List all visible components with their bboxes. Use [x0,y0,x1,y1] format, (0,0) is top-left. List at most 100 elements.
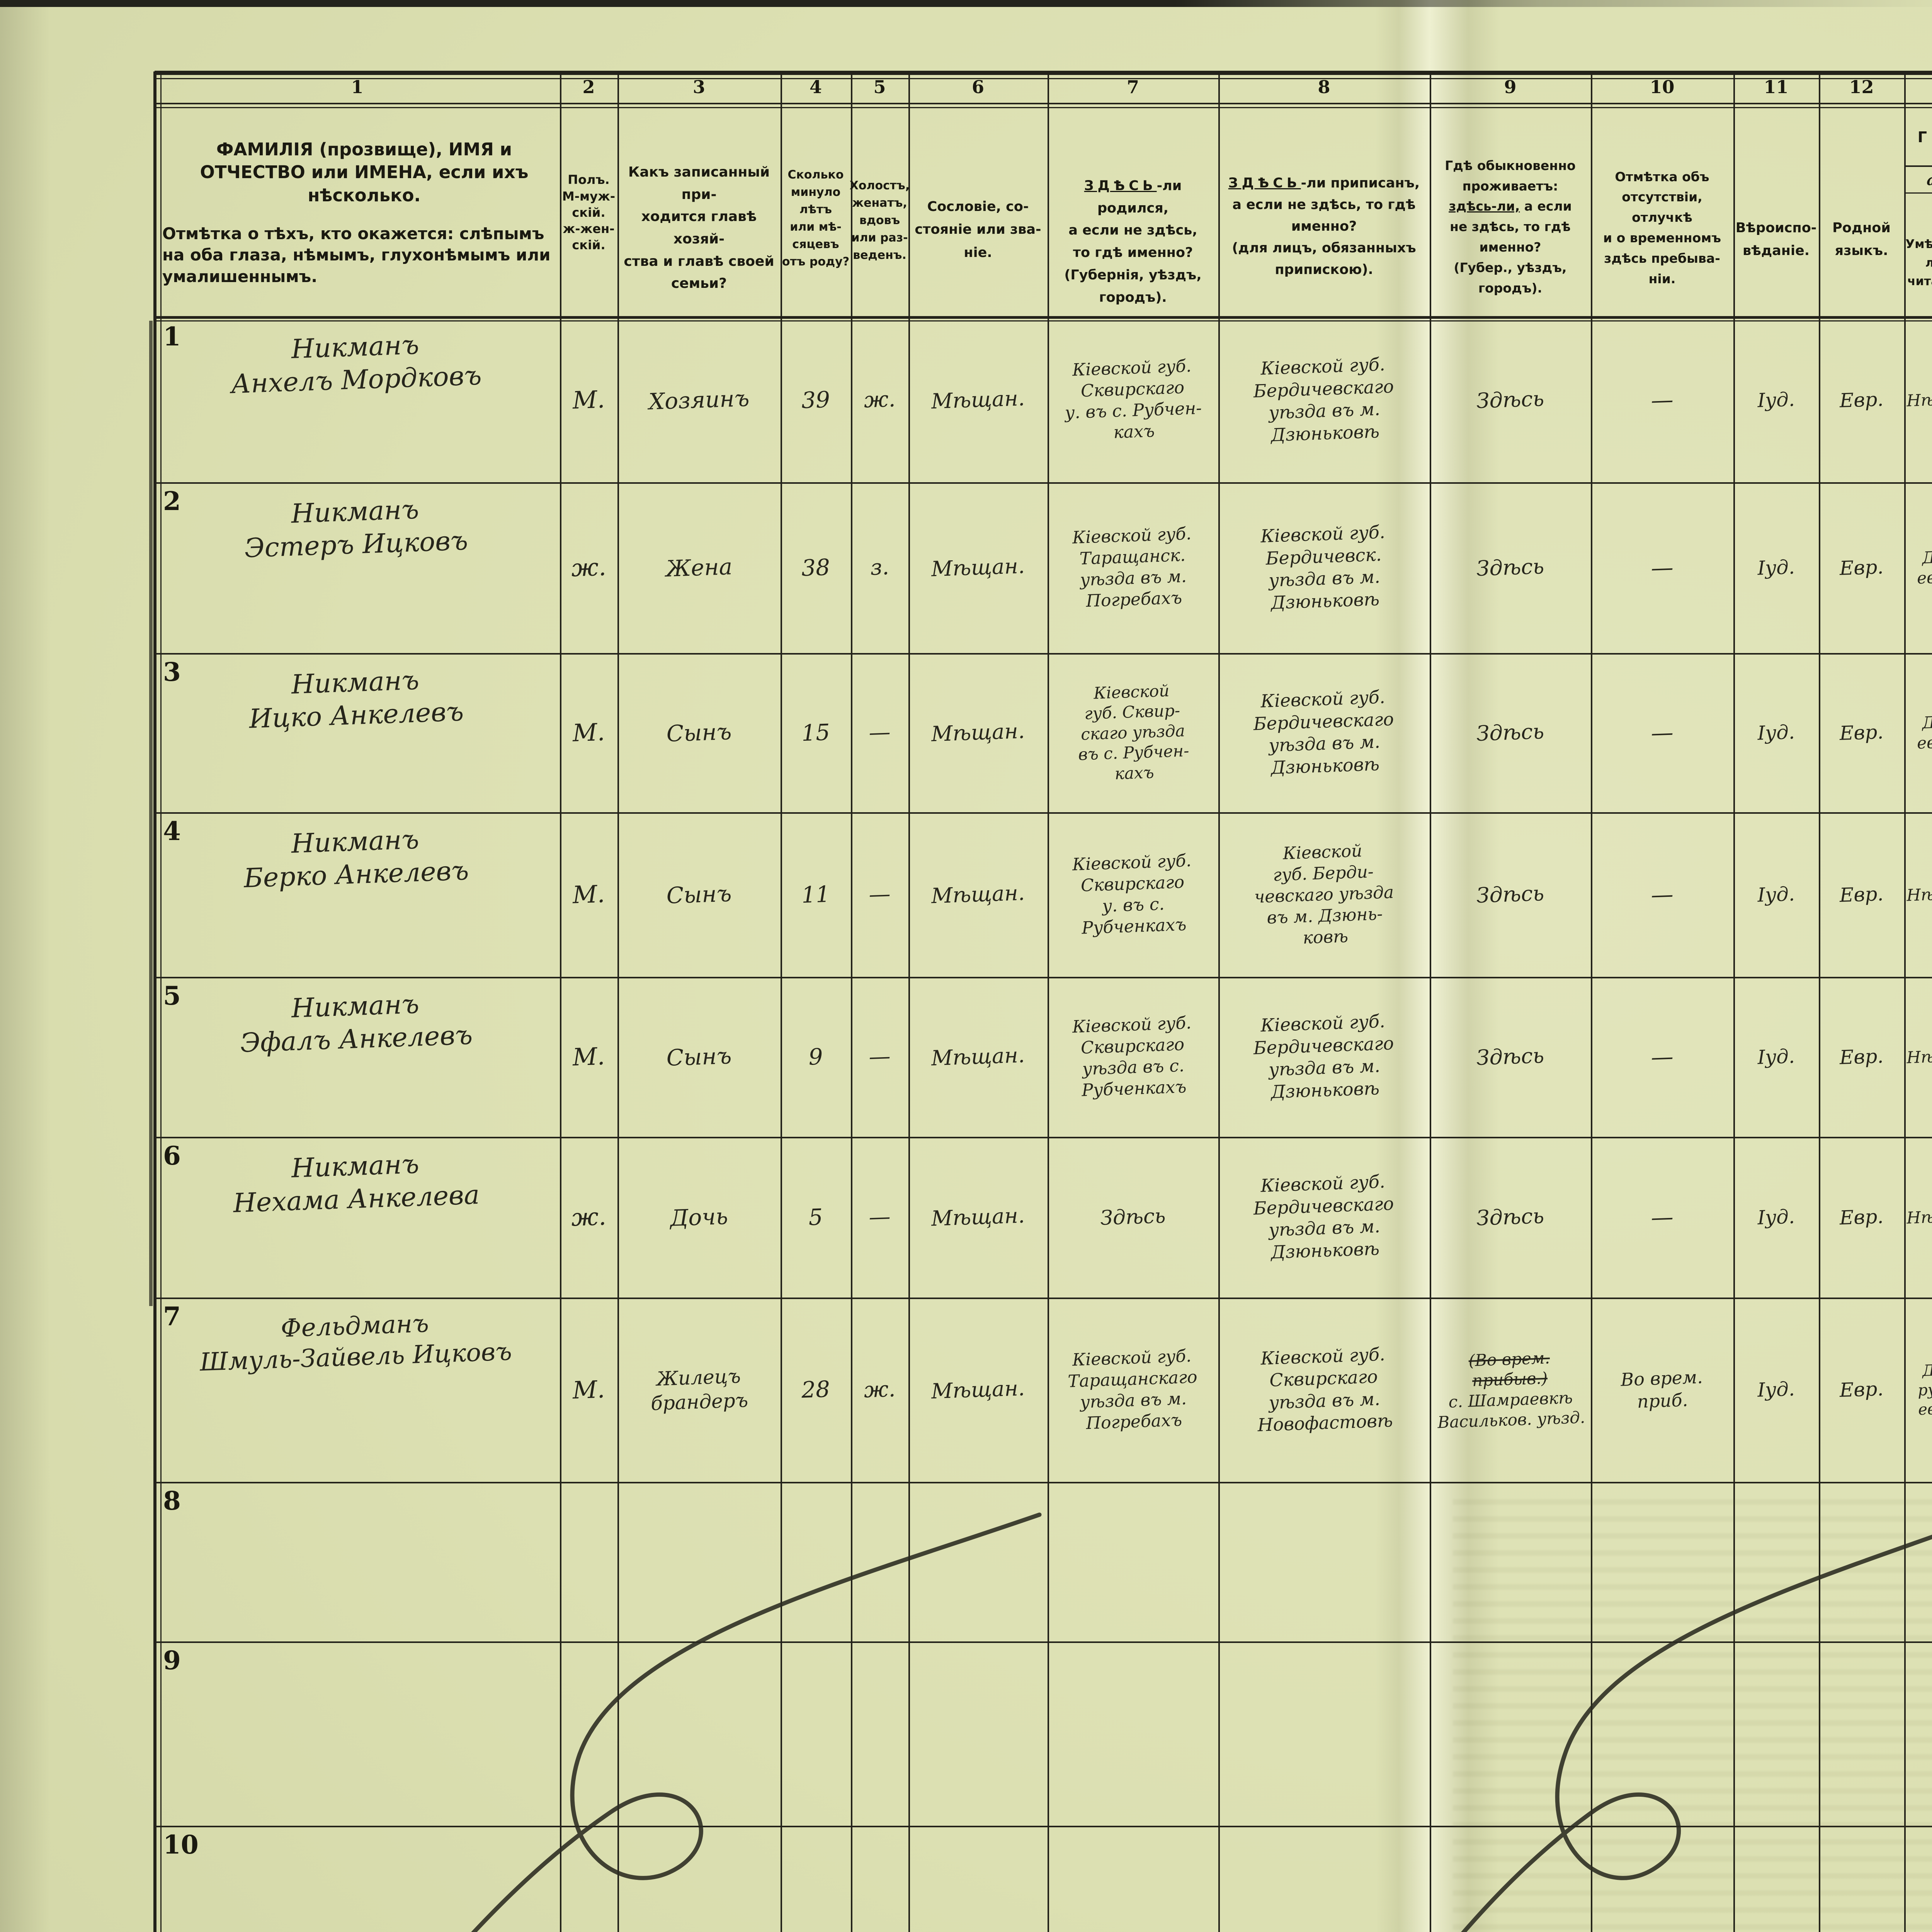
grid-line [155,1826,1932,1827]
residence-struck-note: (Во врем. прибыв.) [1468,1348,1550,1390]
header-col13a-label: а. [1905,168,1932,192]
column-number-1: 1 [351,76,364,97]
grid-line [908,71,910,1932]
cell-age: 28 [801,1376,831,1403]
header-col1: ФАМИЛІЯ (прозвище), ИМЯ и ОТЧЕСТВО или И… [155,116,573,309]
cell-sex: М. [572,385,605,415]
cell-marital: ж. [863,386,896,413]
grid-line [153,71,156,1932]
column-number-6: 6 [971,76,984,97]
header-col8: ЗДѢСЬ-ли приписанъ, а если не здѣсь, то … [1219,151,1429,311]
row-number: 2 [163,486,181,516]
row-number: 7 [163,1301,181,1332]
header-col7-keyword: ЗДѢСЬ [1084,178,1157,194]
header-col8-keyword: ЗДѢСЬ [1228,175,1301,191]
grid-line [155,316,1932,319]
cell-religion: Іуд. [1757,1045,1795,1069]
cell-residence: Здѣсь [1476,554,1545,581]
grid-line [1905,192,1932,194]
header-col6: Сословіе, со- стояніе или зва- ніе. [915,199,1041,260]
cell-estate: Мѣщан. [930,1043,1025,1071]
cell-language: Евр. [1839,720,1884,745]
cell-estate: Мѣщан. [930,1376,1025,1403]
cell-registration: Кіевской губ. Бердичевскаго уѣзда въ м. … [1253,354,1395,446]
cell-language: Евр. [1839,882,1884,906]
column-number-3: 3 [692,76,705,97]
cell-registration: Кіевской губ. Бердичевск. уѣзда въ м. Дз… [1260,521,1386,613]
cell-religion: Іуд. [1757,556,1795,580]
cell-marital: — [868,719,891,745]
row-number: 10 [163,1830,199,1860]
grid-line [1218,71,1220,1932]
cell-birthplace: Здѣсь [1100,1204,1166,1230]
cell-residence: Здѣсь [1476,1204,1545,1231]
cell-birthplace: Кіевской губ. Сквир- скаго уѣзда въ с. Р… [1078,681,1190,783]
header-col5: Холостъ, женатъ, вдовъ или раз- веденъ. [849,179,910,262]
cell-absence: — [1650,386,1674,413]
grid-line [155,1137,1932,1138]
row-number: 6 [163,1141,181,1171]
cell-estate: Мѣщан. [930,1203,1025,1231]
cell-sex: М. [572,1042,605,1071]
column-number-7: 7 [1126,76,1139,97]
row-number: 4 [163,816,181,846]
cell-religion: Іуд. [1757,1205,1795,1229]
column-number-11: 11 [1764,76,1789,97]
cell-marital: ж. [863,1376,896,1403]
cell-registration: Кіевской губ. Берди- чевскаго уѣзда въ м… [1254,840,1394,948]
grid-line [1819,71,1820,1932]
grid-line [1904,71,1906,1932]
cell-relation: Дочь [669,1203,728,1231]
cell-marital: — [868,881,891,907]
column-number-10: 10 [1650,76,1675,97]
cell-marital: — [868,1044,891,1070]
column-number-4: 4 [809,76,822,97]
cell-registration: Кіевской губ. Бердичевскаго уѣзда въ м. … [1253,1010,1395,1102]
grid-line [1905,165,1932,167]
cell-estate: Мѣщан. [930,554,1025,582]
cell-name: Никманъ Эстеръ Ицковъ [244,494,469,564]
cell-absence: — [1650,554,1674,581]
header-col2: Полъ. М-муж- скій. ж-жен- скій. [562,172,616,253]
column-number-12: 12 [1849,76,1874,97]
cell-name: Никманъ Эфалъ Анкелевъ [240,989,473,1059]
residence-place: с. Шамраевкѣ Васильков. уѣзд. [1437,1388,1585,1432]
cell-religion: Іуд. [1757,1378,1795,1401]
grid-line [155,1482,1932,1483]
cell-birthplace: Кіевской губ. Сквирскаго у. въ с. Рубчен… [1065,356,1202,442]
cell-relation: Жена [665,553,733,582]
cell-relation: Сынъ [666,718,732,747]
header-col1-note: Отмѣтка о тѣхъ, кто окажется: слѣпымъ на… [162,224,551,286]
header-col13-title: Грамотность. [1917,128,1932,146]
cell-absence: Во врем. приб. [1620,1366,1703,1412]
column-number-13: 13 [1905,72,1932,102]
cell-marital: — [868,1204,891,1230]
row-number: 8 [163,1486,181,1516]
cell-relation: Сынъ [666,1042,732,1071]
cell-absence: — [1650,1203,1674,1231]
row-number: 1 [163,321,181,352]
row-number: 3 [163,657,181,687]
header-col9: Гдѣ обыкновенно проживаетъ: здѣсь-ли, а … [1430,135,1590,313]
header-col7: ЗДѢСЬ-ли родился, а если не здѣсь, то гд… [1048,153,1218,311]
cell-sex: М. [572,718,605,747]
cell-estate: Мѣщан. [930,719,1025,747]
column-number-9: 9 [1504,76,1517,97]
cell-residence: (Во врем. прибыв.) с. Шамраевкѣ Василько… [1427,1295,1593,1485]
cell-marital: з. [870,554,889,580]
cell-birthplace: Кіевской губ. Таращанскаго уѣзда въ м. П… [1067,1346,1198,1433]
grid-line [155,107,1932,108]
header-col8-rest: -ли приписанъ, а если не здѣсь, то гдѣ и… [1232,175,1420,277]
cell-residence: Здѣсь [1476,719,1545,746]
grid-line [1733,71,1735,1932]
grid-line [1591,71,1592,1932]
cell-literacy: Да евр. [1917,547,1932,588]
cell-relation: Жилецъ брандеръ [650,1365,748,1415]
row-number: 9 [163,1645,181,1675]
cell-sex: М. [572,879,605,909]
grid-line [155,977,1932,978]
cancellation-stroke [1461,1534,1932,1932]
grid-line [781,71,782,1932]
cell-age: 15 [801,719,831,747]
